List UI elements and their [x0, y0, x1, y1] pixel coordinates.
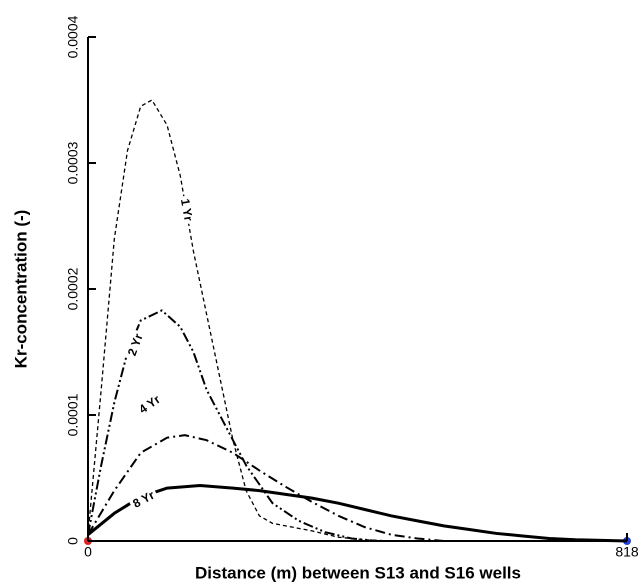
y-tick-label: 0.0002: [65, 267, 81, 310]
x-axis-title: Distance (m) between S13 and S16 wells: [195, 563, 521, 582]
series-line: [87, 484, 628, 543]
y-tick-label: 0.0001: [65, 393, 81, 436]
y-tick-label: 0.0004: [65, 15, 81, 58]
y-tick-label: 0: [65, 537, 81, 545]
y-tick-label: 0.0003: [65, 141, 81, 184]
series-line: [87, 434, 627, 542]
y-axis-title: Kr-concentration (-): [11, 210, 30, 369]
label-background: [176, 194, 196, 226]
series-line: [87, 309, 627, 542]
x-tick-label: 0: [84, 544, 92, 560]
series-line: [87, 99, 627, 542]
x-tick-label: 818: [615, 544, 639, 560]
curve-label: 1 Yr: [178, 198, 196, 223]
label-background: [134, 391, 166, 419]
label-background: [128, 487, 160, 513]
label-background: [124, 329, 148, 361]
